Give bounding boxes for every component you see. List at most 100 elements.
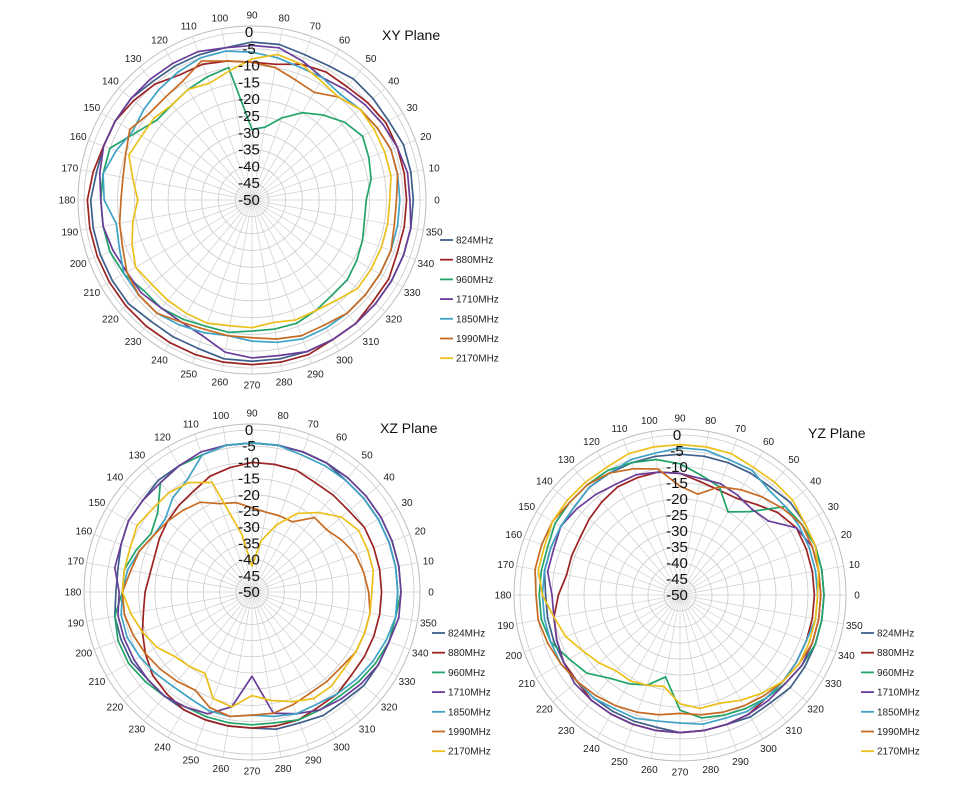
yz-angle-tick-label: 260 [641, 765, 658, 776]
xy-grid-spoke [118, 87, 253, 201]
yz-plane-chart: 0 10 20 30 40 50 60 70 80 90 100 110 120 130 140 150 160… [495, 414, 920, 779]
xy-grid-spoke [80, 169, 253, 201]
xy-plane-title: XY Plane [382, 27, 440, 43]
xy-angle-tick-label: 180 [59, 196, 76, 207]
yz-angle-tick-label: 270 [672, 768, 689, 779]
yz-angle-tick-label: 210 [518, 679, 535, 690]
xz-series-880MHz [141, 461, 383, 729]
yz-angle-tick-label: 160 [505, 530, 522, 541]
yz-angle-tick-label: 310 [785, 726, 802, 737]
yz-grid-spoke [573, 467, 681, 596]
xy-angle-tick-label: 330 [404, 288, 421, 299]
xy-angle-tick-label: 120 [151, 35, 168, 46]
yz-radial-tick-label: -15 [666, 475, 688, 492]
yz-angle-tick-label: 330 [825, 679, 842, 690]
xz-grid-spoke [251, 534, 410, 593]
yz-series-2170MHz [537, 443, 820, 710]
xy-angle-tick-label: 270 [244, 381, 261, 392]
xy-angle-tick-label: 100 [212, 13, 229, 24]
xz-radial-tick-label: -5 [242, 438, 255, 455]
xz-plane-title: XZ Plane [380, 420, 438, 436]
xy-angle-tick-label: 290 [307, 369, 324, 380]
yz-angle-tick-label: 0 [854, 591, 860, 602]
xy-plane-chart: 0 10 20 30 40 50 60 70 80 90 100 110 120 130 140 150 160… [59, 11, 499, 392]
xy-grid-spoke [80, 199, 253, 231]
yz-legend-label: 1710MHz [877, 688, 920, 699]
xz-series-2170MHz [121, 481, 375, 708]
xz-angle-tick-label: 210 [89, 677, 106, 688]
yz-angle-tick-label: 300 [760, 744, 777, 755]
yz-angle-tick-label: 130 [558, 455, 575, 466]
yz-angle-tick-label: 340 [838, 651, 855, 662]
xy-legend-label: 1710MHz [456, 295, 499, 306]
xy-angle-tick-label: 130 [125, 54, 142, 65]
xy-angle-tick-label: 10 [429, 163, 441, 174]
xy-angle-tick-label: 320 [385, 314, 402, 325]
xy-angle-tick-label: 150 [83, 103, 100, 114]
xy-angle-tick-label: 310 [363, 337, 380, 348]
xz-legend-label: 1710MHz [448, 688, 491, 699]
xy-angle-tick-label: 220 [102, 314, 119, 325]
xz-radial-tick-label: -40 [238, 552, 260, 569]
xy-legend-label: 960MHz [456, 275, 493, 286]
xy-legend-label: 2170MHz [456, 354, 499, 365]
xy-radial-tick-label: -20 [238, 91, 260, 108]
xz-grid-spoke [106, 507, 253, 593]
yz-grid-spoke [679, 451, 764, 596]
yz-angle-tick-label: 220 [536, 704, 553, 715]
xz-angle-tick-label: 260 [213, 764, 230, 775]
xy-angle-tick-label: 350 [426, 228, 443, 239]
xy-grid-spoke [139, 199, 253, 334]
xy-radial-tick-label: -5 [242, 41, 255, 58]
xz-grid-spoke [123, 483, 253, 593]
xy-angle-tick-label: 170 [61, 163, 78, 174]
yz-grid-spoke [622, 438, 681, 596]
xz-legend-label: 880MHz [448, 648, 485, 659]
xz-angle-tick-label: 80 [278, 411, 290, 422]
xz-angle-tick-label: 110 [183, 419, 199, 430]
yz-angle-tick-label: 140 [536, 477, 553, 488]
xz-angle-tick-label: 270 [244, 767, 261, 778]
xz-grid-spoke [251, 562, 418, 593]
yz-angle-tick-label: 190 [497, 621, 514, 632]
xy-grid-spoke [251, 199, 403, 288]
xy-radial-tick-label: -25 [238, 108, 260, 125]
yz-angle-tick-label: 70 [735, 424, 747, 435]
xy-angle-tick-label: 230 [125, 337, 142, 348]
yz-series-824MHz [543, 453, 825, 734]
xz-grid-spoke [222, 426, 253, 593]
yz-series-group [534, 443, 825, 734]
xy-grid-spoke [251, 199, 416, 260]
xz-grid-spoke [251, 591, 410, 650]
yz-radial-tick-label: -20 [666, 491, 688, 508]
xy-series-group [86, 41, 415, 366]
xz-angle-tick-label: 310 [359, 725, 376, 736]
yz-angle-tick-label: 350 [846, 621, 863, 632]
xy-angle-tick-label: 80 [279, 13, 291, 24]
xy-angle-tick-label: 210 [83, 288, 100, 299]
xz-angle-tick-label: 120 [154, 433, 171, 444]
xy-series-2170MHz [128, 53, 392, 329]
yz-angle-tick-label: 110 [612, 424, 628, 435]
yz-legend: 824MHz 880MHz 960MHz 1710MHz 1850MHz 1990MHz 2… [861, 629, 920, 758]
xz-legend: 824MHz 880MHz 960MHz 1710MHz 1850MHz 1990MHz 2… [432, 629, 491, 758]
yz-angle-tick-label: 120 [583, 437, 600, 448]
yz-grid-spoke [596, 451, 681, 596]
yz-radial-tick-label: -5 [670, 443, 683, 460]
xz-grid-spoke [194, 434, 253, 593]
xz-angle-tick-label: 90 [246, 409, 258, 420]
xy-legend-label: 1990MHz [456, 334, 499, 345]
xz-grid-spoke [251, 507, 398, 593]
yz-radial-tick-label: 0 [673, 427, 681, 444]
xy-legend-label: 824MHz [456, 236, 493, 247]
xz-legend-label: 824MHz [448, 629, 485, 640]
xy-radial-tick-label: -35 [238, 142, 260, 159]
xz-legend-label: 2170MHz [448, 747, 491, 758]
yz-angle-tick-label: 230 [558, 726, 575, 737]
yz-legend-label: 880MHz [877, 648, 914, 659]
xy-grid-spoke [221, 199, 253, 372]
xz-angle-tick-label: 50 [362, 450, 374, 461]
xy-angle-tick-label: 340 [417, 259, 434, 270]
xy-angle-tick-label: 0 [434, 196, 440, 207]
